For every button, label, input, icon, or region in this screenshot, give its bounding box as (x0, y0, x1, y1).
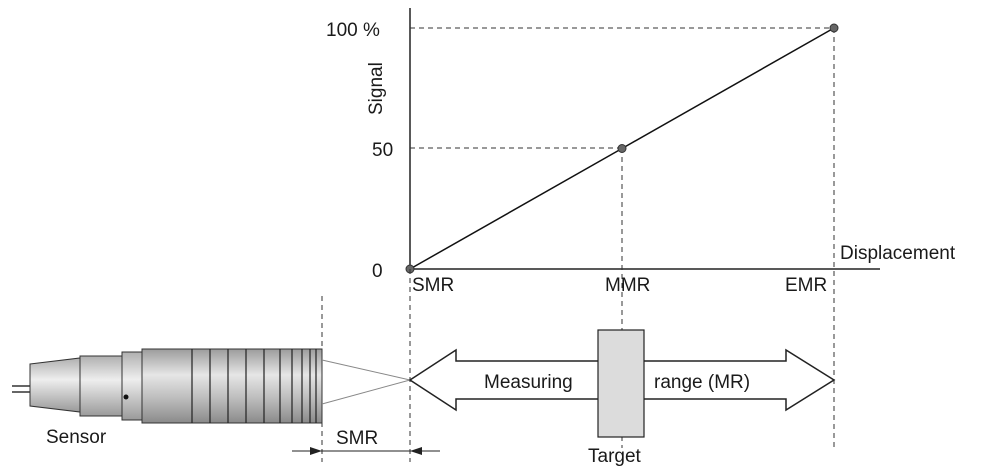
smr-dimension: SMR (292, 428, 440, 455)
chart-marks (405, 23, 839, 274)
smr-dimension-label: SMR (336, 428, 378, 449)
signal-chart: 100 % 50 0 Signal Displacement SMR MMR E… (326, 8, 956, 448)
x-tick-emr: EMR (785, 275, 827, 296)
sensor-led (123, 394, 129, 400)
sensor (12, 348, 411, 424)
arrow-label-left: Measuring (484, 372, 573, 393)
sensor-tail (29, 357, 81, 413)
x-axis-label: Displacement (840, 243, 956, 264)
x-tick-smr: SMR (412, 275, 454, 296)
x-tick-mmr: MMR (605, 275, 650, 296)
beam-top (321, 359, 411, 381)
target-block (597, 329, 645, 438)
sensor-barrel (141, 348, 323, 424)
y-tick-100: 100 % (326, 20, 380, 41)
target-label: Target (588, 446, 642, 467)
y-tick-50: 50 (372, 140, 393, 161)
beam-bottom (321, 379, 411, 405)
y-tick-0: 0 (372, 261, 383, 282)
smr-arrow-left (310, 447, 322, 455)
y-axis-label: Signal (366, 62, 387, 115)
sensor-label: Sensor (46, 427, 107, 448)
arrow-label-right: range (MR) (654, 372, 750, 393)
data-point-mmr (617, 144, 627, 153)
smr-arrow-right (410, 447, 422, 455)
sensor-rear (79, 355, 123, 417)
sensor-collar (121, 351, 143, 421)
sensor-threads (191, 349, 317, 423)
data-point-emr (829, 23, 839, 33)
